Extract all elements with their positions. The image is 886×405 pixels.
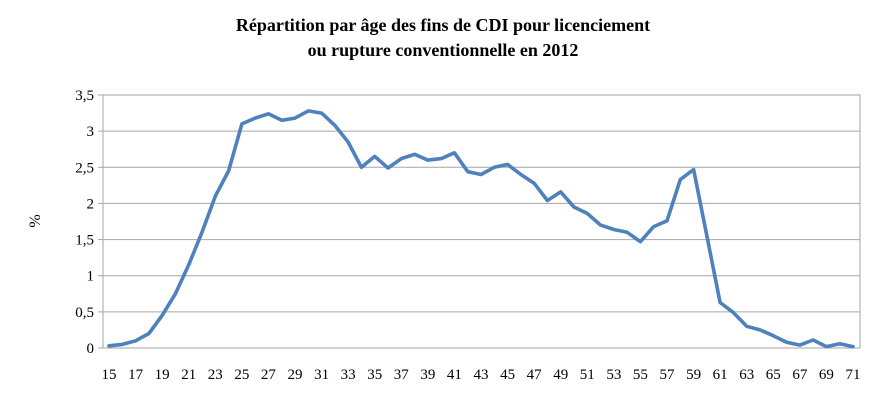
x-tick-label: 41: [447, 367, 462, 383]
x-tick-label: 15: [102, 367, 117, 383]
x-tick-label: 53: [606, 367, 621, 383]
x-tick-label: 29: [288, 367, 303, 383]
x-tick-label: 55: [633, 367, 648, 383]
x-tick-label: 39: [420, 367, 435, 383]
x-tick-label: 19: [155, 367, 170, 383]
x-tick-label: 59: [686, 367, 701, 383]
x-tick-label: 49: [553, 367, 568, 383]
x-tick-label: 57: [660, 367, 676, 383]
x-tick-label: 33: [341, 367, 356, 383]
x-tick-label: 37: [394, 367, 410, 383]
y-tick-label: 3,5: [75, 88, 94, 104]
y-tick-label: 2,5: [75, 160, 94, 176]
axis-ticks: [98, 94, 103, 349]
x-tick-label: 43: [474, 367, 489, 383]
chart-title-line2: ou rupture conventionnelle en 2012: [307, 39, 579, 60]
x-tick-label: 27: [261, 367, 277, 383]
x-tick-label: 31: [314, 367, 329, 383]
x-tick-label: 47: [527, 367, 543, 383]
x-tick-label: 65: [766, 367, 781, 383]
y-tick-label: 0: [87, 341, 95, 357]
axis-labels: 0 0,5 1 1,5 2 2,5 3 3,5 15 17 19 21 23 25 27 29 31 33 35 37…: [75, 88, 860, 383]
x-tick-label: 23: [208, 367, 223, 383]
x-tick-label: 45: [500, 367, 515, 383]
chart-title-line1: Répartition par âge des fins de CDI pour…: [235, 15, 651, 35]
y-tick-label: 2: [87, 196, 95, 212]
x-tick-label: 67: [792, 367, 808, 383]
y-tick-label: 1,5: [75, 233, 94, 249]
x-tick-label: 35: [367, 367, 382, 383]
x-tick-label: 51: [580, 367, 595, 383]
x-tick-label: 69: [819, 367, 834, 383]
x-tick-label: 25: [234, 367, 249, 383]
plot-border: [102, 94, 861, 349]
x-tick-label: 21: [181, 367, 196, 383]
y-axis-title: %: [27, 214, 44, 227]
x-tick-label: 71: [846, 367, 861, 383]
y-tick-label: 0,5: [75, 305, 94, 321]
gridlines: [102, 94, 861, 349]
x-tick-label: 17: [128, 367, 144, 383]
y-tick-label: 1: [87, 269, 95, 285]
chart-title: Répartition par âge des fins de CDI pour…: [0, 13, 886, 63]
x-tick-label: 63: [739, 367, 754, 383]
data-series: [107, 109, 855, 349]
data-line: [107, 109, 855, 349]
y-tick-label: 3: [87, 124, 95, 140]
x-tick-label: 61: [713, 367, 728, 383]
